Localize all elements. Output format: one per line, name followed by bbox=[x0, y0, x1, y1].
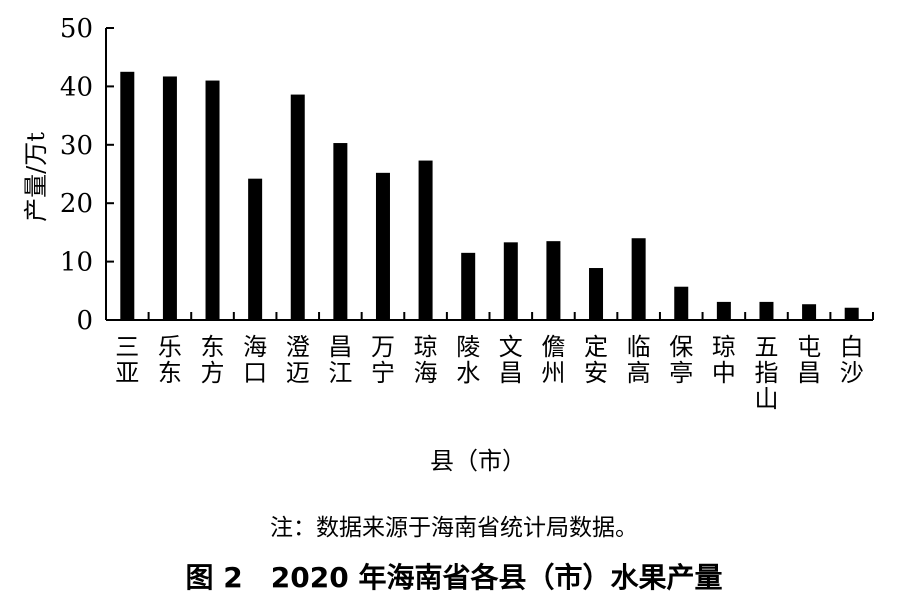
bar-6 bbox=[333, 143, 348, 320]
category-label: 三亚 bbox=[115, 333, 139, 387]
y-tick-label: 30 bbox=[60, 131, 93, 161]
y-axis-title: 产量/万t bbox=[22, 132, 50, 222]
category-label: 五指山 bbox=[754, 333, 778, 413]
category-label: 定安 bbox=[584, 333, 608, 387]
y-tick-label: 20 bbox=[60, 189, 93, 219]
category-label: 保亭 bbox=[669, 333, 693, 387]
category-label: 昌江 bbox=[328, 333, 352, 387]
bar-18 bbox=[844, 307, 859, 320]
y-tick-label: 10 bbox=[60, 248, 93, 278]
bar-8 bbox=[418, 160, 433, 320]
y-tick-label: 40 bbox=[60, 72, 93, 102]
x-axis-ticks bbox=[105, 312, 874, 320]
bar-2 bbox=[162, 76, 177, 320]
bar-5 bbox=[290, 94, 305, 321]
category-label: 琼海 bbox=[414, 333, 438, 387]
x-axis-title: 县（市） bbox=[430, 447, 526, 475]
y-tick-label: 50 bbox=[60, 14, 93, 44]
bar-1 bbox=[120, 71, 135, 320]
bar-11 bbox=[546, 241, 561, 320]
category-label: 文昌 bbox=[499, 333, 523, 387]
bar-10 bbox=[503, 242, 518, 320]
category-label: 东方 bbox=[201, 333, 225, 387]
category-label: 屯昌 bbox=[797, 333, 821, 387]
category-label: 琼中 bbox=[712, 333, 736, 387]
bar-13 bbox=[631, 238, 646, 320]
figure-caption: 图 2 2020 年海南省各县（市）水果产量 bbox=[185, 561, 723, 594]
bar-16 bbox=[759, 301, 774, 320]
bar-14 bbox=[674, 286, 689, 320]
y-tick-label: 0 bbox=[76, 306, 93, 336]
category-label: 陵水 bbox=[456, 333, 480, 387]
data-source-note: 注：数据来源于海南省统计局数据。 bbox=[270, 515, 638, 541]
category-label: 万宁 bbox=[371, 333, 395, 387]
category-label: 乐东 bbox=[158, 333, 182, 387]
category-label: 白沙 bbox=[840, 333, 864, 387]
bar-9 bbox=[461, 252, 476, 320]
category-label: 海口 bbox=[243, 333, 267, 387]
bar-4 bbox=[248, 178, 263, 320]
bar-series bbox=[120, 71, 859, 321]
category-label: 澄迈 bbox=[286, 333, 310, 387]
bar-12 bbox=[589, 268, 604, 320]
bar-3 bbox=[205, 80, 220, 320]
y-axis-ticks: 0 10 20 30 40 50 bbox=[60, 14, 114, 336]
bar-17 bbox=[802, 304, 817, 320]
category-label: 临高 bbox=[627, 333, 651, 387]
category-label: 儋州 bbox=[541, 333, 565, 387]
bar-7 bbox=[375, 172, 390, 320]
bar-15 bbox=[716, 301, 731, 320]
